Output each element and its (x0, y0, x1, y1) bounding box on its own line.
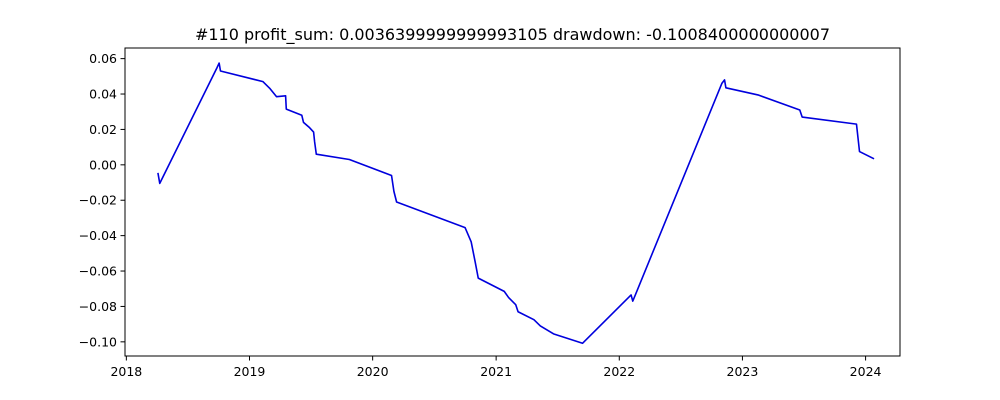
y-tick-label: −0.06 (79, 264, 117, 279)
x-tick-label: 2023 (727, 364, 759, 379)
x-tick-label: 2022 (603, 364, 635, 379)
x-axis: 2018 2019 2020 2021 2022 2023 2024 (110, 356, 882, 379)
x-tick-label: 2020 (357, 364, 389, 379)
chart-title: #110 profit_sum: 0.0036399999999993105 d… (195, 25, 830, 45)
plot-frame (124, 47, 901, 357)
y-tick-label: 0.02 (89, 122, 117, 137)
y-tick-label: −0.04 (79, 228, 117, 243)
x-tick-label: 2021 (480, 364, 512, 379)
y-tick-label: −0.02 (79, 193, 117, 208)
series-layer (157, 62, 875, 345)
y-tick-label: 0.04 (89, 87, 117, 102)
series-line-0 (157, 62, 875, 345)
y-tick-label: −0.10 (79, 334, 117, 349)
y-axis: 0.06 0.04 0.02 0.00 −0.02 −0.04 −0.06 −0.08 −0.1… (79, 51, 125, 349)
y-tick-label: 0.00 (89, 157, 117, 172)
x-tick-label: 2024 (850, 364, 882, 379)
x-tick-label: 2019 (234, 364, 266, 379)
y-tick-label: −0.08 (79, 299, 117, 314)
x-tick-label: 2018 (110, 364, 142, 379)
y-tick-label: 0.06 (89, 51, 117, 66)
